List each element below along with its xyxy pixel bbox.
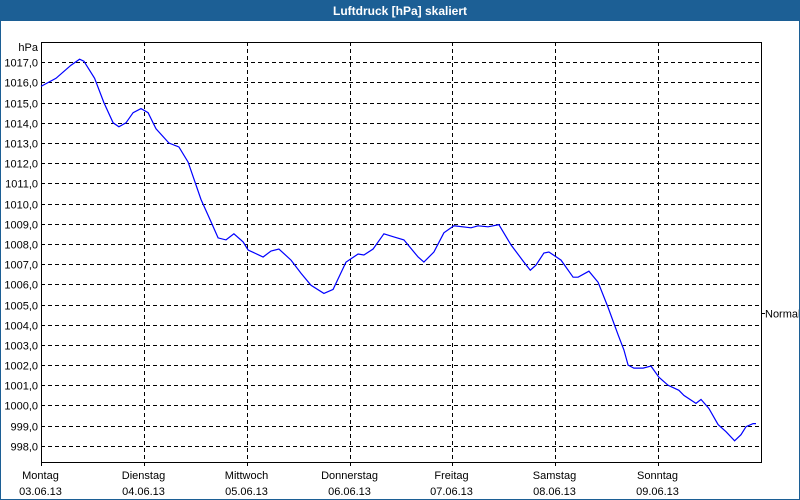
y-tick-label: 1005,0	[4, 301, 38, 313]
x-tick-date: 08.06.13	[533, 486, 576, 498]
x-tick-day: Freitag	[434, 470, 468, 482]
pressure-line	[40, 58, 756, 442]
y-tick-label: 1006,0	[4, 280, 38, 292]
x-tick-date: 03.06.13	[19, 486, 62, 498]
x-tick-date: 05.06.13	[225, 486, 268, 498]
y-tick-label: 1002,0	[4, 361, 38, 373]
y-tick-label: 1013,0	[4, 139, 38, 151]
x-tick-date: 09.06.13	[636, 486, 679, 498]
x-tick-day: Montag	[22, 470, 59, 482]
y-tick-label: 1016,0	[4, 78, 38, 90]
y-tick-label: 1001,0	[4, 381, 38, 393]
y-tick-label: 1012,0	[4, 159, 38, 171]
y-tick-label: 1008,0	[4, 240, 38, 252]
y-tick-label: 1011,0	[5, 179, 38, 191]
x-tick-day: Dienstag	[122, 470, 165, 482]
y-axis-unit: hPa	[18, 42, 38, 54]
x-tick-date: 04.06.13	[122, 486, 165, 498]
x-tick-date: 06.06.13	[328, 486, 371, 498]
y-tick-label: 1014,0	[4, 119, 38, 131]
y-tick-label: 1000,0	[4, 401, 38, 413]
y-tick-label: 1017,0	[4, 58, 38, 70]
y-tick-label: 999,0	[10, 422, 38, 434]
x-tick-day: Donnerstag	[321, 470, 378, 482]
x-tick-day: Mittwoch	[225, 470, 268, 482]
x-tick-day: Samstag	[533, 470, 576, 482]
y-tick-label: 1004,0	[4, 321, 38, 333]
y-tick-label: 1007,0	[4, 260, 38, 272]
y-tick-label: 1015,0	[4, 99, 38, 111]
x-tick-day: Sonntag	[637, 470, 678, 482]
y-tick-label: 1009,0	[4, 220, 38, 232]
window-title: Luftdruck [hPa] skaliert	[1, 1, 799, 21]
y-tick-label: 1010,0	[4, 200, 38, 212]
y-tick-label: 998,0	[10, 442, 38, 454]
normal-label: Normal	[765, 309, 799, 321]
y-tick-label: 1003,0	[4, 341, 38, 353]
x-tick-date: 07.06.13	[430, 486, 473, 498]
